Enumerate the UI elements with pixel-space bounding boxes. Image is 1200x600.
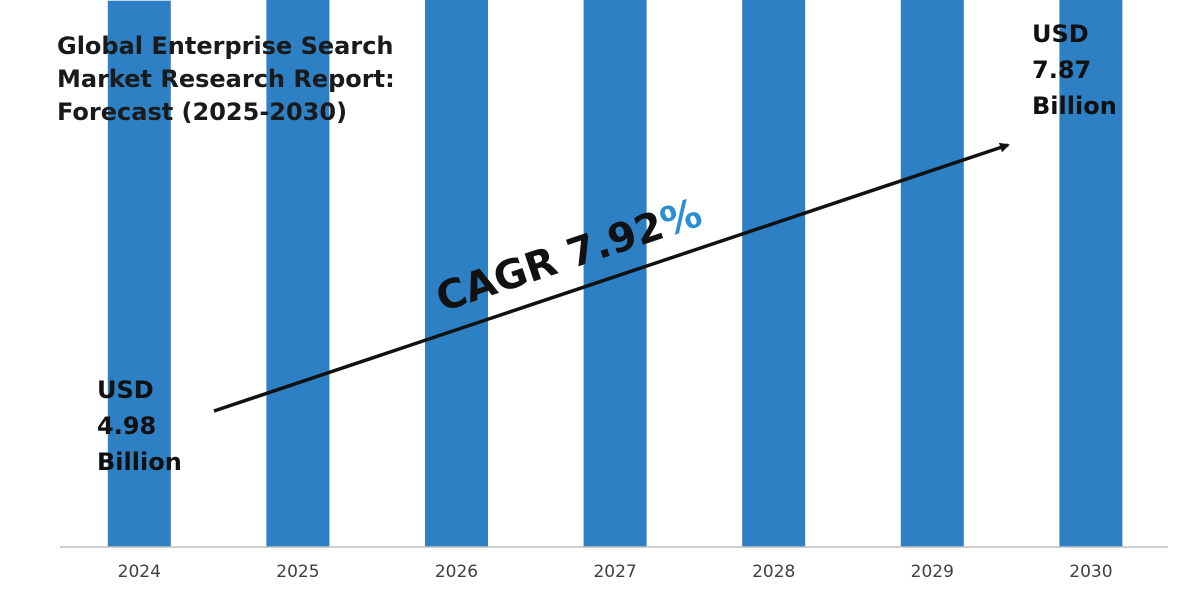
end-value-number: 7.87 <box>1032 56 1092 84</box>
bar-2025 <box>266 0 330 547</box>
end-value-unit: Billion <box>1032 92 1117 120</box>
bars-group <box>107 0 1123 548</box>
x-tick-label-2030: 2030 <box>1069 562 1112 582</box>
start-value-number: 4.98 <box>97 412 157 440</box>
cagr-trend-arrow <box>213 142 1010 413</box>
start-value-unit: Billion <box>97 448 182 476</box>
end-value-currency: USD <box>1032 20 1089 48</box>
chart-title: Global Enterprise Search Market Research… <box>57 30 395 129</box>
bar-2024 <box>107 0 171 547</box>
start-value-currency: USD <box>97 376 154 404</box>
chart-title-line-3: Forecast (2025-2030) <box>57 98 348 126</box>
x-tick-label-2029: 2029 <box>911 562 954 582</box>
start-value-annotation: USD 4.98 Billion <box>97 372 182 480</box>
bar-2027 <box>583 0 647 548</box>
chart-title-line-1: Global Enterprise Search <box>57 32 394 60</box>
x-tick-label-2026: 2026 <box>435 562 478 582</box>
x-tick-label-2024: 2024 <box>118 562 161 582</box>
bar-2030 <box>1059 0 1123 547</box>
bar-2028 <box>742 0 806 547</box>
bar-2026 <box>425 0 488 547</box>
x-tick-label-2027: 2027 <box>593 562 636 582</box>
x-tick-label-2028: 2028 <box>752 562 795 582</box>
bar-2029 <box>900 0 964 547</box>
x-tick-label-2025: 2025 <box>276 562 319 582</box>
chart-title-line-2: Market Research Report: <box>57 65 395 93</box>
x-tick-labels: 2024 2025 2026 2027 2028 2029 2030 <box>118 562 1113 582</box>
end-value-annotation: USD 7.87 Billion <box>1032 16 1117 124</box>
